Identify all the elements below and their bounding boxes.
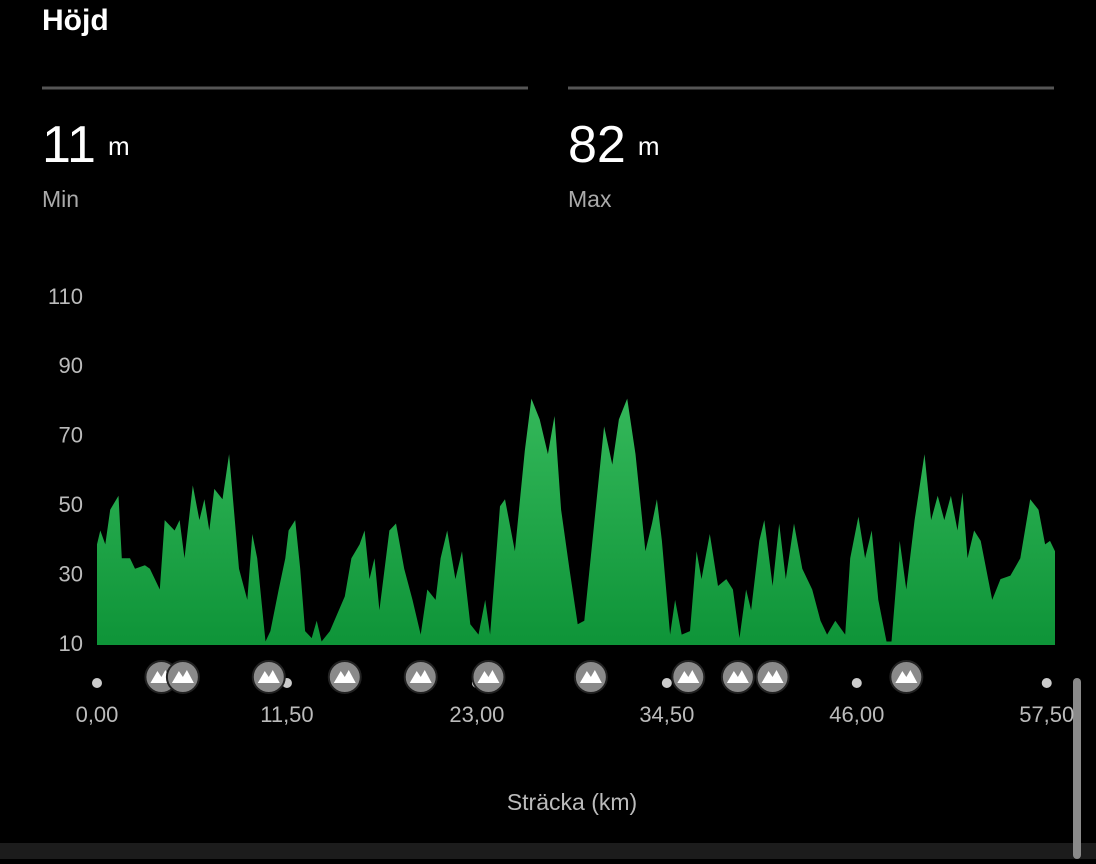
y-tick-label: 90 bbox=[59, 353, 83, 378]
climb-marker bbox=[573, 660, 608, 694]
x-tick-label: 11,50 bbox=[260, 702, 313, 727]
x-tick-label: 0,00 bbox=[76, 702, 119, 727]
y-tick-label: 50 bbox=[59, 492, 83, 517]
stat-label: Min bbox=[42, 186, 79, 212]
y-tick-label: 70 bbox=[59, 423, 83, 448]
y-tick-label: 30 bbox=[59, 561, 83, 586]
climb-marker bbox=[251, 660, 286, 694]
elevation-area bbox=[97, 398, 1055, 645]
climb-icon bbox=[171, 670, 194, 683]
title: Höjd bbox=[42, 4, 109, 37]
x-tick-label: 46,00 bbox=[829, 702, 884, 727]
x-tick-label: 34,50 bbox=[639, 702, 694, 727]
x-axis-label: Sträcka (km) bbox=[507, 789, 637, 815]
climb-marker bbox=[327, 660, 362, 694]
climb-icon bbox=[579, 670, 602, 683]
x-tick-dot bbox=[92, 678, 102, 688]
stat-value: 82 m bbox=[568, 116, 660, 174]
climb-icon bbox=[726, 670, 749, 683]
climb-icon bbox=[761, 670, 784, 683]
x-tick-label: 57,50 bbox=[1019, 702, 1074, 727]
climb-marker bbox=[720, 660, 755, 694]
climb-marker bbox=[671, 660, 706, 694]
x-tick-dot bbox=[661, 678, 672, 688]
climb-icon bbox=[895, 670, 918, 683]
x-tick-label: 23,00 bbox=[449, 702, 504, 727]
scrollbar[interactable] bbox=[1073, 678, 1081, 859]
climb-marker bbox=[471, 660, 506, 694]
y-tick-label: 110 bbox=[48, 284, 83, 309]
climb-marker bbox=[403, 660, 438, 694]
x-tick-dot bbox=[851, 678, 862, 688]
bottom-bar bbox=[0, 843, 1096, 859]
climb-icon bbox=[677, 670, 700, 683]
climb-icon bbox=[257, 670, 280, 683]
climb-marker bbox=[165, 660, 200, 694]
climb-icon bbox=[333, 670, 356, 683]
y-tick-label: 10 bbox=[59, 631, 83, 656]
stat-value: 11 m bbox=[42, 116, 130, 174]
climb-marker bbox=[755, 660, 790, 694]
stat-label: Max bbox=[568, 186, 612, 212]
x-tick-dot bbox=[1041, 678, 1052, 688]
climb-marker bbox=[889, 660, 924, 694]
climb-icon bbox=[477, 670, 500, 683]
climb-icon bbox=[409, 670, 432, 683]
